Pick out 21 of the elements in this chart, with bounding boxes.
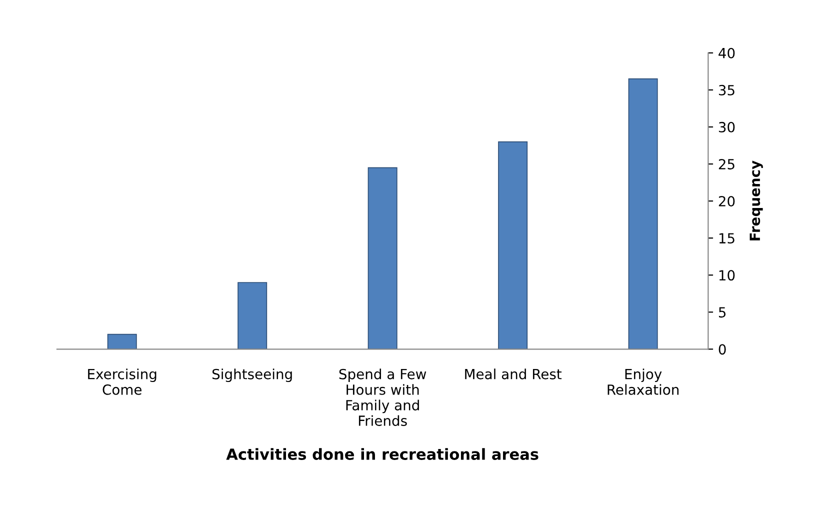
y-tick-label: 30 [718,122,735,132]
x-tick-label: Meal and Rest [465,368,562,380]
y-tick-label: 0 [718,344,726,355]
y-tick-label: 15 [719,233,734,244]
bar [368,167,398,350]
bar [498,141,528,350]
bar [238,282,268,350]
y-tick-label: 5 [718,307,726,318]
x-axis-title: Activities done in recreational areas [226,448,538,460]
bar [628,78,658,350]
y-tick-label: 25 [718,158,734,170]
bar [107,334,137,350]
y-tick-label: 20 [718,196,735,206]
y-tick-label: 40 [718,48,735,58]
y-tick-label: 35 [718,84,734,96]
x-tick-label: Enjoy Relaxation [608,368,679,395]
y-axis-title: Frequency [750,160,763,240]
x-tick-label: Sightseeing [212,368,292,382]
y-tick-label: 10 [719,270,735,281]
x-tick-label: Spend a Few Hours with Family and Friends [339,368,426,426]
x-tick-label: Exercising Come [88,368,156,395]
